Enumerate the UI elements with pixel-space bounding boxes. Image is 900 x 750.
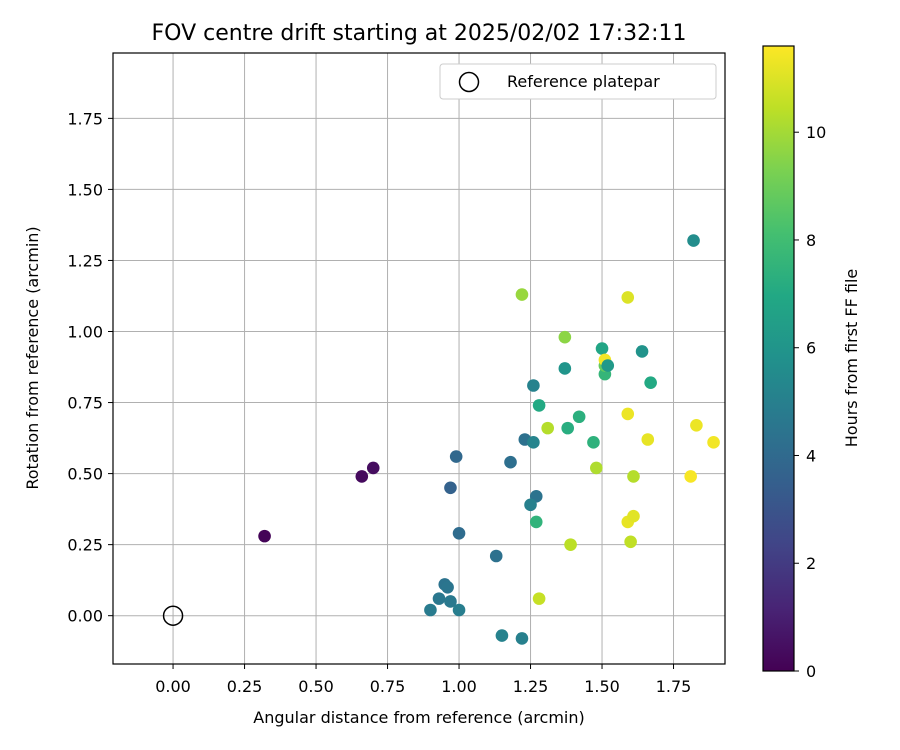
data-point — [452, 603, 466, 617]
y-tick-label: 0.00 — [67, 607, 103, 626]
y-tick-label: 0.50 — [67, 465, 103, 484]
data-point — [684, 470, 697, 483]
colorbar-label: Hours from first FF file — [842, 269, 861, 448]
data-point — [444, 481, 457, 495]
y-tick-label: 0.75 — [67, 394, 103, 413]
data-point — [558, 330, 572, 344]
data-point — [532, 399, 546, 412]
data-point — [515, 632, 529, 645]
data-point — [441, 580, 454, 594]
x-tick-label: 1.75 — [656, 677, 692, 696]
data-point — [601, 359, 615, 372]
data-point — [495, 629, 509, 642]
legend-label-reference-platepar: Reference platepar — [507, 72, 660, 91]
data-points — [258, 234, 720, 645]
data-point — [627, 509, 640, 523]
data-point — [432, 592, 446, 605]
y-tick-label: 1.25 — [67, 251, 103, 270]
data-point — [561, 421, 575, 435]
data-point — [366, 461, 380, 475]
data-point — [444, 595, 457, 608]
grid — [113, 53, 725, 664]
colorbar-tick-label: 2 — [806, 554, 816, 573]
y-axis-label: Rotation from reference (arcmin) — [23, 226, 42, 489]
y-axis-ticks: 0.00 0.25 0.50 0.75 1.00 1.25 1.50 1.75 — [67, 109, 113, 626]
colorbar-frame — [762, 45, 795, 672]
data-point — [452, 526, 466, 540]
y-tick-label: 1.75 — [67, 109, 103, 128]
y-tick-label: 1.50 — [67, 180, 103, 199]
x-tick-label: 0.25 — [227, 677, 263, 696]
colorbar-tick-label: 8 — [806, 231, 816, 250]
colorbar-gradient — [763, 46, 794, 671]
data-point — [587, 436, 600, 449]
reference-platepar-marker — [162, 605, 184, 626]
data-point — [635, 345, 649, 358]
colorbar-tick-label: 10 — [806, 123, 826, 142]
data-point — [687, 234, 700, 247]
y-tick-label: 0.25 — [67, 536, 103, 555]
colorbar-tick-label: 6 — [806, 339, 816, 358]
data-point — [690, 418, 703, 432]
data-point — [621, 291, 635, 304]
data-point — [424, 603, 437, 617]
data-point — [641, 433, 655, 446]
plot-frame — [112, 52, 726, 665]
data-point — [527, 379, 540, 392]
data-point — [527, 436, 540, 449]
data-point — [707, 436, 720, 449]
data-point — [504, 455, 517, 469]
colorbar-ticks: 0 2 4 6 8 10 — [794, 123, 826, 681]
legend: Reference platepar — [439, 63, 717, 100]
x-tick-label: 1.50 — [584, 677, 620, 696]
data-point — [590, 461, 603, 475]
data-point — [532, 592, 546, 605]
data-point — [515, 288, 529, 301]
data-point — [541, 421, 554, 435]
legend-box — [439, 63, 717, 100]
data-point — [627, 470, 640, 483]
colorbar-tick-label: 0 — [806, 662, 816, 681]
colorbar-tick-label: 4 — [806, 446, 816, 465]
data-point — [529, 515, 543, 529]
data-point — [449, 450, 463, 463]
data-point — [258, 529, 271, 543]
x-tick-label: 0.00 — [155, 677, 191, 696]
y-tick-label: 1.00 — [67, 323, 103, 342]
data-point — [524, 498, 537, 512]
x-tick-label: 1.25 — [513, 677, 549, 696]
data-point — [572, 410, 586, 424]
data-point — [489, 549, 503, 563]
data-point — [621, 407, 635, 421]
x-tick-label: 0.50 — [298, 677, 334, 696]
data-point — [355, 470, 369, 483]
data-point — [558, 362, 572, 375]
x-axis-label: Angular distance from reference (arcmin) — [253, 708, 584, 727]
legend-open-circle-icon — [458, 71, 480, 93]
plot-area — [112, 52, 726, 665]
x-axis-ticks: 0.00 0.25 0.50 0.75 1.00 1.25 1.50 1.75 — [155, 664, 691, 696]
data-point — [564, 538, 577, 551]
chart-title: FOV centre drift starting at 2025/02/02 … — [152, 21, 687, 46]
colorbar: 0 2 4 6 8 10 Hours from first FF file — [762, 45, 861, 681]
x-tick-label: 0.75 — [370, 677, 406, 696]
x-tick-label: 1.00 — [441, 677, 477, 696]
data-point — [644, 376, 657, 389]
plot-background — [113, 53, 725, 664]
data-point — [595, 342, 609, 355]
data-point — [624, 535, 637, 549]
